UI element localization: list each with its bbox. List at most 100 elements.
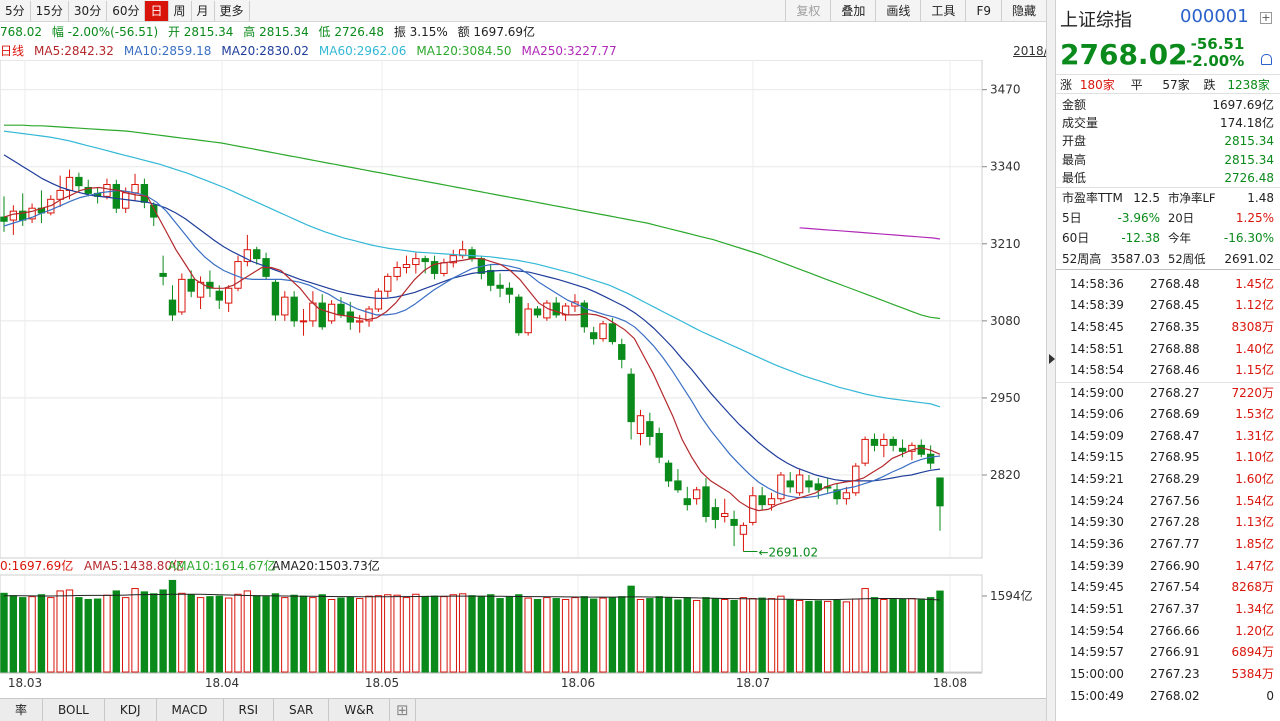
x-tick-label: 18.04: [205, 676, 239, 690]
index-code: 000001: [1180, 6, 1249, 27]
period-tab[interactable]: 60分: [107, 0, 146, 21]
candle: [243, 234, 252, 267]
collapse-arrow-icon[interactable]: [1049, 354, 1055, 364]
panel-header: 上证综指 000001 +: [1056, 0, 1280, 36]
period-tab[interactable]: 日: [145, 0, 169, 21]
volume-bar: [580, 596, 589, 673]
volume-bar: [365, 595, 373, 673]
candle-body: [121, 192, 130, 209]
breadth-down-label: 跌: [1203, 78, 1216, 92]
period-tab[interactable]: 30分: [69, 0, 108, 21]
ma-legend: 日线 MA5:2842.32 MA10:2859.18 MA20:2830.02 MA6…: [0, 42, 1046, 60]
volume-bar: [898, 599, 907, 673]
tick-row: 14:59:15 2768.95 1.10亿: [1056, 447, 1280, 469]
tool-button[interactable]: 隐藏: [1000, 0, 1046, 22]
tick-row: 14:59:54 2766.66 1.20亿: [1056, 621, 1280, 643]
indicator-tab[interactable]: SAR: [274, 699, 330, 721]
candle-body: [795, 474, 804, 494]
indicator-tab[interactable]: KDJ: [105, 699, 157, 721]
tick-list[interactable]: 14:58:36 2768.48 1.45亿 14:58:39 2768.45 1.12亿…: [1056, 270, 1280, 708]
volume-bar: [253, 595, 261, 673]
indicator-tab[interactable]: 率: [0, 699, 44, 721]
candle-body: [281, 296, 289, 316]
volume-bar: [908, 598, 916, 673]
candle-body: [150, 204, 158, 218]
tick-volume: 1.85亿: [1235, 536, 1274, 551]
tick-volume: 8268万: [1231, 580, 1274, 595]
tick-price: 2767.23: [1150, 667, 1200, 682]
volume-bar: [777, 595, 785, 673]
stat-row: 最低 2726.48: [1056, 169, 1280, 187]
volume-bar: [131, 588, 139, 673]
volume-bar: [795, 599, 804, 673]
candle: [646, 412, 654, 446]
period-tab[interactable]: 15分: [31, 0, 69, 21]
volume-bar: [430, 595, 439, 673]
volume-bar: [28, 596, 36, 673]
period-tab[interactable]: 周: [169, 0, 192, 21]
tick-time: 15:00:49: [1070, 688, 1124, 703]
period-tab[interactable]: 5分: [0, 0, 31, 21]
candle-body: [224, 287, 233, 304]
candle: [618, 338, 626, 369]
stats-list: 金额 1697.69亿 成交量 174.18亿 开盘 2815.34 最高 2815.34 最低…: [1056, 94, 1280, 188]
price-change: -56.51 -2.00%: [1186, 36, 1244, 70]
candle: [112, 179, 121, 213]
panel-splitter[interactable]: [1046, 0, 1056, 721]
volume-bar: [917, 598, 925, 673]
indicator-tab[interactable]: MACD: [157, 699, 224, 721]
candle-body: [627, 373, 635, 423]
candle: [861, 436, 869, 467]
candle-body: [543, 302, 551, 319]
volume-bar: [290, 594, 298, 673]
volume-bar: [683, 597, 691, 673]
alert-bell-icon[interactable]: [1261, 54, 1272, 65]
tool-button[interactable]: 叠加: [830, 0, 875, 22]
candle: [880, 433, 888, 458]
candle-body: [589, 332, 598, 340]
tick-row: 14:58:45 2768.35 8308万: [1056, 317, 1280, 339]
candle: [627, 368, 635, 440]
stat-value: -16.30%: [1223, 231, 1274, 246]
candle-body: [393, 267, 401, 277]
index-name: 上证综指: [1060, 10, 1132, 31]
tick-time: 14:59:00: [1070, 386, 1124, 401]
candle-body: [814, 483, 823, 491]
volume-bar: [84, 599, 92, 673]
add-tab-icon[interactable]: ⊞: [390, 699, 416, 721]
tick-price: 2768.35: [1150, 320, 1200, 335]
tick-time: 14:58:36: [1070, 276, 1124, 291]
tick-price: 2768.88: [1150, 341, 1200, 356]
volume-bar: [524, 597, 532, 673]
candle-body: [870, 438, 879, 446]
indicator-tab[interactable]: RSI: [224, 699, 274, 721]
volume-bar: [543, 597, 551, 673]
candle-body: [730, 518, 738, 526]
tick-volume: 1.40亿: [1235, 341, 1274, 356]
period-tab[interactable]: 更多: [215, 0, 250, 21]
candle: [449, 249, 457, 268]
tool-button[interactable]: 画线: [875, 0, 920, 22]
tool-button[interactable]: 复权: [785, 0, 830, 22]
tick-price: 2767.56: [1150, 493, 1200, 508]
tool-button[interactable]: F9: [965, 0, 1001, 22]
period-tab[interactable]: 月: [192, 0, 215, 21]
indicator-tab[interactable]: W&R: [329, 699, 390, 721]
indicator-tab[interactable]: BOLL: [43, 699, 105, 721]
candle-body: [56, 189, 64, 200]
candle: [168, 285, 177, 321]
candle-body: [402, 264, 411, 269]
candle: [842, 486, 851, 505]
tool-button[interactable]: 工具: [920, 0, 965, 22]
candle-body: [767, 498, 776, 506]
volume-bar: [552, 598, 560, 673]
candle: [299, 309, 308, 336]
add-watchlist-icon[interactable]: +: [1260, 11, 1272, 24]
stat-value: -12.38: [1121, 231, 1160, 246]
volume-bar: [926, 597, 935, 673]
candle-body: [112, 184, 121, 209]
tick-volume: 8308万: [1231, 320, 1274, 335]
kline-chart[interactable]: 3470 3340 3210 3080 2950 2820 18.03 18.04 18.05 1…: [0, 60, 1046, 698]
quote-change: 幅 -2.00%(-56.51): [51, 25, 159, 39]
volume-bar: [627, 585, 635, 673]
